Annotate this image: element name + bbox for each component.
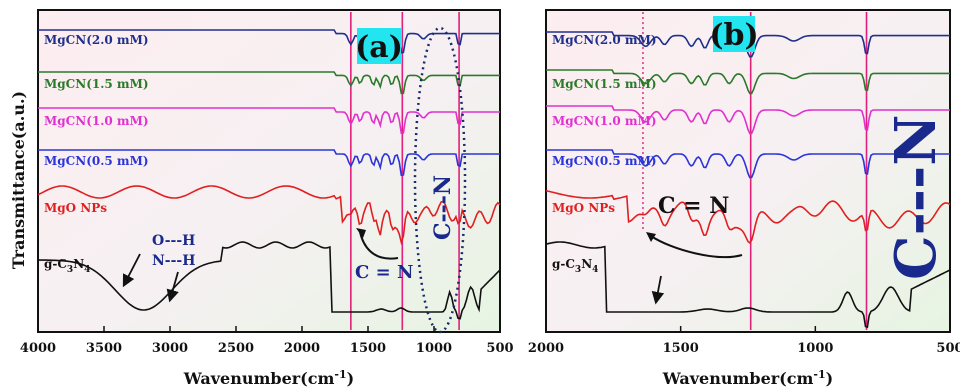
n-h-label: N---H — [152, 253, 195, 269]
gcn-arrow-b — [651, 275, 665, 305]
series-line-mgcn15 — [38, 71, 500, 95]
panel-a-x-label: Wavenumber(cm-1) — [183, 368, 354, 388]
x-tick-label: 1500 — [663, 341, 699, 356]
series-line-mgcn20 — [38, 29, 500, 54]
series-line-mgcn10 — [38, 107, 500, 135]
panel-b-x-label: Wavenumber(cm-1) — [662, 368, 833, 388]
oh-arrow — [166, 271, 179, 303]
x-tick-label: 4000 — [20, 341, 56, 356]
legend-label-mgcn10: MgCN(1.0 mM) — [552, 114, 657, 128]
c-n-double-arrow-a — [359, 231, 399, 260]
x-tick-label: 3000 — [152, 341, 188, 356]
panel-b-x-ticks: 2000 1500 1000 500 — [528, 326, 960, 356]
o-h-label: O---H — [152, 233, 195, 249]
series-line-mgcn05 — [546, 149, 950, 179]
c-n-double-arrow-b — [650, 235, 743, 259]
legend-label-gcn: g-C3N4 — [44, 257, 90, 275]
panel-a-x-ticks: 4000 3500 3000 2500 2000 1500 1000 500 — [20, 326, 514, 356]
legend-label-mgcn15: MgCN(1.5 mM) — [552, 77, 657, 91]
x-tick-label: 2500 — [218, 341, 254, 356]
x-tick-label: 500 — [486, 341, 513, 356]
panel-b: MgCN(2.0 mM) MgCN(1.5 mM) MgCN(1.0 mM) MgCN… — [528, 9, 960, 388]
x-tick-label: 2000 — [284, 341, 320, 356]
series-line-gcn — [545, 241, 951, 329]
legend-label-mgcn20: MgCN(2.0 mM) — [44, 33, 149, 47]
panel-b-markers — [642, 12, 868, 330]
legend-label-mgcn15: MgCN(1.5 mM) — [44, 77, 149, 91]
x-tick-label: 1000 — [416, 341, 452, 356]
legend-label-mgcn05: MgCN(0.5 mM) — [552, 154, 657, 168]
c-n-single-ellipse — [413, 26, 467, 334]
series-line-mgcn10 — [546, 105, 950, 135]
panel-a-label: (a) — [355, 30, 403, 65]
panel-b-label: (b) — [709, 18, 758, 53]
series-line-mgcn15 — [546, 69, 950, 95]
series-line-mgcn05 — [38, 149, 500, 177]
series-line-gcn — [37, 241, 501, 320]
x-tick-label: 1500 — [350, 341, 386, 356]
c-n-double-arrowhead-b — [646, 232, 656, 242]
series-line-mgcn20 — [546, 31, 950, 58]
x-tick-label: 1000 — [797, 341, 833, 356]
panel-b-label-highlight — [713, 16, 755, 52]
legend-label-mgcn05: MgCN(0.5 mM) — [44, 154, 149, 168]
x-tick-label: 2000 — [528, 341, 564, 356]
y-axis-label: Transmittance(a.u.) — [9, 91, 28, 269]
panel-b-curves — [545, 31, 951, 329]
gcn-arrow-a — [122, 253, 141, 288]
panel-a-plot-area — [37, 9, 501, 333]
c-n-double-label-a: C = N — [355, 262, 413, 283]
legend-label-gcn: g-C3N4 — [552, 257, 598, 275]
legend-label-mgcn10: MgCN(1.0 mM) — [44, 114, 149, 128]
panel-a-legend: MgCN(2.0 mM) MgCN(1.5 mM) MgCN(1.0 mM) MgCN… — [44, 33, 149, 275]
panel-a: MgCN(2.0 mM) MgCN(1.5 mM) MgCN(1.0 mM) MgCN… — [20, 9, 514, 388]
c-n-double-label-b: C = N — [658, 193, 729, 219]
x-tick-label: 500 — [936, 341, 960, 356]
panel-a-curves — [37, 29, 501, 320]
x-tick-label: 3500 — [86, 341, 122, 356]
legend-label-mgo: MgO NPs — [552, 201, 615, 215]
c-n-double-arrowhead-a — [356, 228, 366, 238]
series-line-mgo — [545, 189, 951, 245]
legend-label-mgo: MgO NPs — [44, 201, 107, 215]
c-n-single-label-b: C---N — [883, 115, 949, 280]
c-n-single-label-a: C---N — [430, 175, 456, 240]
panel-a-label-highlight — [357, 28, 401, 64]
series-line-mgo — [37, 185, 501, 246]
legend-label-mgcn20: MgCN(2.0 mM) — [552, 33, 657, 47]
panel-b-legend: MgCN(2.0 mM) MgCN(1.5 mM) MgCN(1.0 mM) MgCN… — [552, 33, 657, 275]
